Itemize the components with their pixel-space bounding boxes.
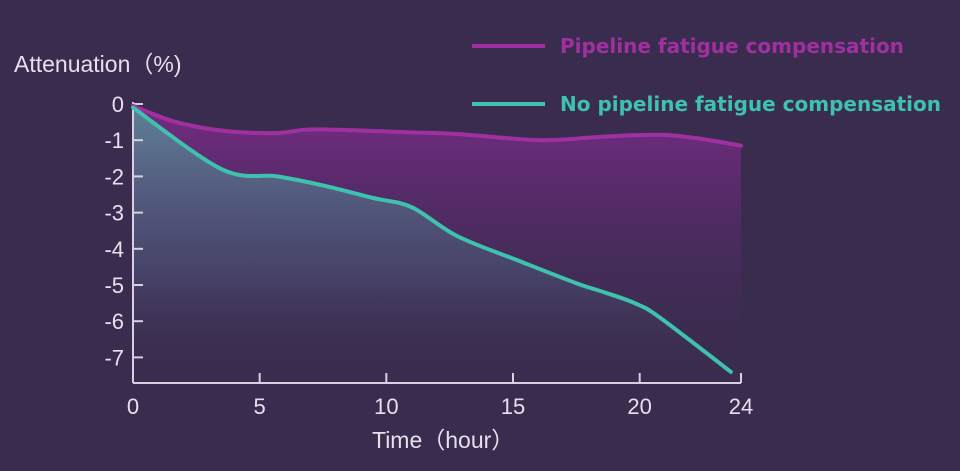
x-tick-label: 10 — [374, 394, 398, 419]
y-tick-label: -7 — [104, 345, 124, 370]
y-tick-label: 0 — [112, 92, 124, 117]
series-line-0 — [131, 103, 743, 148]
y-tick-label: -5 — [104, 273, 124, 298]
series-line-1 — [131, 105, 733, 374]
y-tick-label: -3 — [104, 201, 124, 226]
y-tick-label: -6 — [104, 309, 124, 334]
legend-label-0: Pipeline fatigue compensation — [560, 34, 904, 58]
x-axis-label: Time（hour） — [372, 427, 514, 453]
series-area-1 — [133, 107, 731, 384]
y-tick-label: -1 — [104, 128, 124, 153]
x-tick-label: 15 — [501, 394, 525, 419]
x-tick-label: 20 — [627, 394, 651, 419]
x-tick-label: 24 — [729, 394, 753, 419]
legend-label-1: No pipeline fatigue compensation — [560, 92, 941, 116]
y-tick-label: -2 — [104, 164, 124, 189]
y-axis-label: Attenuation（%) — [14, 51, 181, 77]
x-tick-label: 5 — [254, 394, 266, 419]
y-tick-label: -4 — [104, 237, 124, 262]
x-tick-label: 0 — [127, 394, 139, 419]
